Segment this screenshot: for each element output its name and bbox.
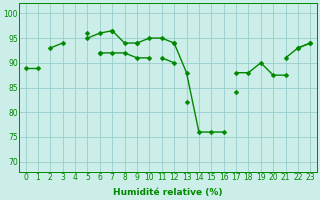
X-axis label: Humidité relative (%): Humidité relative (%) (113, 188, 223, 197)
